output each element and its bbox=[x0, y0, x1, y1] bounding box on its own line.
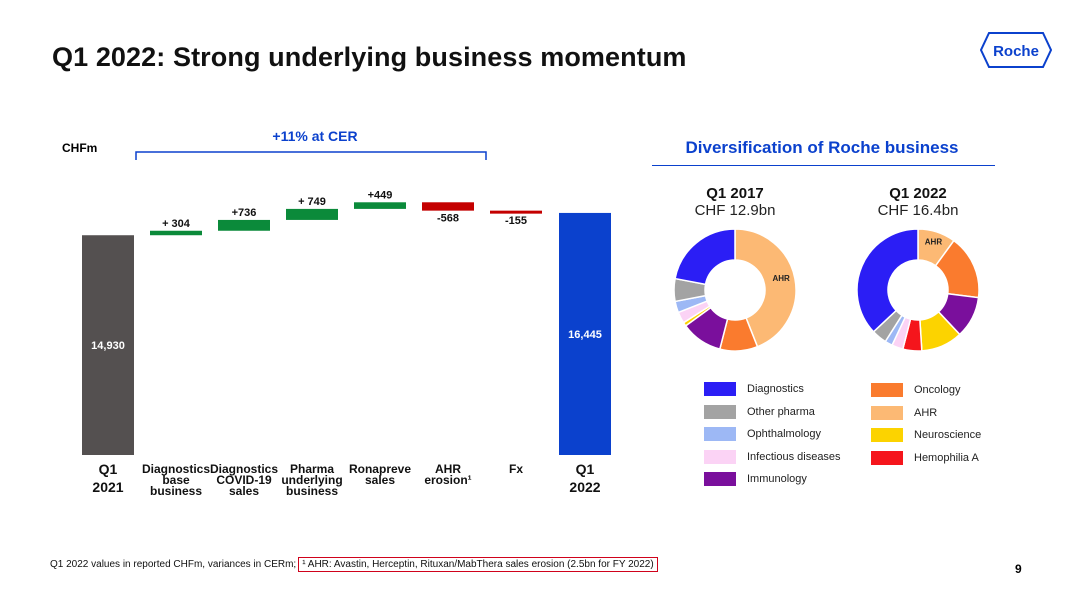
legend-swatch bbox=[871, 450, 903, 465]
legend-swatch bbox=[704, 449, 736, 464]
donut-2017-heading: Q1 2017 bbox=[706, 185, 764, 202]
bar-value-label-2: +736 bbox=[232, 207, 257, 219]
bar-total-7 bbox=[559, 212, 611, 455]
page-number: 9 bbox=[1015, 562, 1022, 576]
bar-value-label-7: 16,445 bbox=[568, 329, 602, 341]
bar-value-label-4: +449 bbox=[368, 189, 393, 201]
donut-2022-subheading: CHF 16.4bn bbox=[877, 202, 959, 219]
bar-delta-3 bbox=[286, 208, 338, 220]
legend-item: Neuroscience bbox=[871, 428, 982, 443]
legend-item: Infectious diseases bbox=[704, 449, 841, 464]
bar-delta-5 bbox=[422, 202, 474, 211]
bar-value-label-1: + 304 bbox=[162, 218, 191, 230]
donut-2017-subheading: CHF 12.9bn bbox=[694, 202, 776, 219]
bar-total-0 bbox=[82, 235, 134, 455]
legend-label: Diagnostics bbox=[747, 383, 804, 395]
legend-item: AHR bbox=[871, 405, 938, 420]
legend-swatch bbox=[871, 405, 903, 420]
category-label-0: Q1 2021 bbox=[92, 461, 123, 495]
category-label-3: Pharma underlying business bbox=[281, 462, 342, 498]
roche-logo: Roche bbox=[980, 32, 1052, 68]
legend-label: Oncology bbox=[914, 384, 961, 396]
bar-value-label-6: -155 bbox=[505, 215, 527, 227]
legend-swatch bbox=[704, 382, 736, 396]
bar-delta-4 bbox=[354, 202, 406, 209]
footnote-main: Q1 2022 values in reported CHFm, varianc… bbox=[50, 559, 297, 570]
waterfall-chart: 14,930 Q1 2021 + 304 Diagnostics base business… bbox=[82, 151, 611, 498]
category-label-1: Diagnostics base business bbox=[142, 462, 210, 498]
legend-swatch bbox=[704, 404, 736, 419]
slice-ahr bbox=[734, 228, 797, 348]
legend-item: Hemophilia A bbox=[871, 450, 979, 465]
footnote: Q1 2022 values in reported CHFm, varianc… bbox=[50, 557, 658, 572]
category-label-5: AHR erosion¹ bbox=[424, 462, 471, 487]
diversification-title: Diversification of Roche business bbox=[685, 138, 959, 157]
legend-swatch bbox=[871, 428, 903, 443]
category-label-2: Diagnostics COVID-19 sales bbox=[210, 462, 278, 498]
page-title: Q1 2022: Strong underlying business mome… bbox=[52, 42, 687, 72]
bar-value-label-5: -568 bbox=[437, 213, 459, 225]
legend-item: Other pharma bbox=[704, 404, 815, 419]
donut-chart-2022: AHR bbox=[856, 228, 980, 352]
legend-label: Other pharma bbox=[747, 405, 815, 418]
category-label-7: Q1 2022 bbox=[569, 461, 600, 495]
legend-item: Oncology bbox=[871, 383, 960, 397]
legend-item: Immunology bbox=[704, 472, 807, 487]
logo-text: Roche bbox=[993, 43, 1039, 60]
footnote-ahr-definition: ¹ AHR: Avastin, Herceptin, Rituxan/MabTh… bbox=[298, 557, 658, 572]
slice-label-ahr: AHR bbox=[925, 237, 943, 246]
donut-2022-header: Q1 2022 CHF 16.4bn bbox=[838, 185, 998, 219]
legend-item: Ophthalmology bbox=[704, 427, 821, 442]
bar-value-label-0: 14,930 bbox=[91, 340, 125, 352]
legend-label: Ophthalmology bbox=[747, 428, 821, 441]
category-label-6: Fx bbox=[509, 462, 523, 476]
legend-label: Immunology bbox=[747, 473, 807, 486]
legend-swatch bbox=[704, 427, 736, 442]
bracket-label: +11% at CER bbox=[272, 128, 358, 144]
bar-delta-1 bbox=[150, 230, 202, 236]
cer-bracket bbox=[135, 151, 487, 160]
divider-rule bbox=[652, 165, 995, 166]
legend-swatch bbox=[704, 472, 736, 487]
legend-label: Infectious diseases bbox=[747, 450, 841, 463]
unit-label: CHFm bbox=[62, 141, 98, 155]
legend-label: AHR bbox=[914, 406, 938, 419]
donut-2017-header: Q1 2017 CHF 12.9bn bbox=[655, 185, 815, 219]
bar-value-label-3: + 749 bbox=[298, 196, 326, 208]
donut-chart-2017: AHR bbox=[673, 228, 797, 352]
slice-diagnostics bbox=[856, 228, 919, 333]
donut-2022-heading: Q1 2022 bbox=[889, 185, 947, 202]
bar-delta-2 bbox=[218, 219, 270, 231]
category-label-4: Ronapreve sales bbox=[349, 462, 411, 487]
bar-delta-6 bbox=[490, 210, 542, 214]
legend-item: Diagnostics bbox=[704, 382, 804, 396]
legend-label: Hemophilia A bbox=[914, 451, 979, 464]
slice-diagnostics bbox=[674, 228, 736, 286]
slice-label-ahr: AHR bbox=[772, 274, 790, 283]
legend-label: Neuroscience bbox=[914, 429, 982, 442]
legend-swatch bbox=[871, 383, 903, 397]
